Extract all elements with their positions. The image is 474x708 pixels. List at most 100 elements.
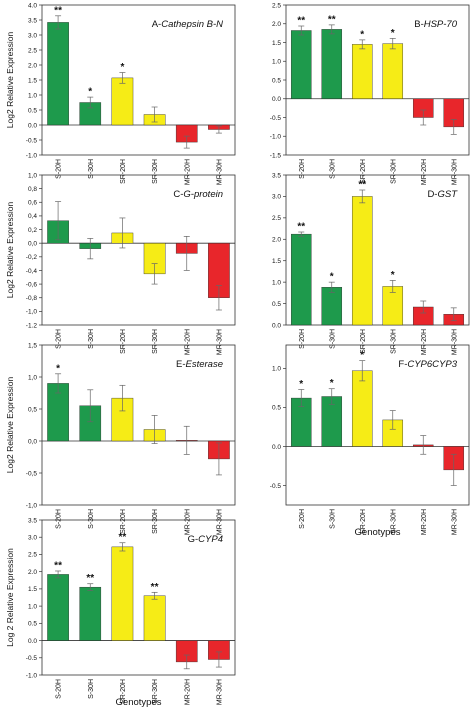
y-tick-label: 2.5 [272,2,281,9]
chart-panel-c: -1.2 -1,0 -0,8 -0,6 -0,4 -0,2 0,0 0,2 0,4 0,6 0,8 1… [26,172,236,355]
significance-marker: * [299,379,303,390]
y-tick-label: -0,2 [26,254,38,261]
significance-marker: ** [297,222,305,233]
significance-marker: * [360,350,364,361]
category-label: S-20H [299,509,306,529]
y-tick-label: 0.5 [28,107,37,114]
y-tick-label: 1.0 [272,59,281,66]
category-label: S-20H [56,509,63,529]
y-tick-label: 0.0 [272,96,281,103]
category-label: S-20H [299,329,306,349]
category-label: MR-30H [216,509,223,535]
plot-frame [41,519,236,676]
chart-panel-f: -0.5 0.0 0.5 1.0 * S-20H * S-30H * SR-20H SR-30H MR… [270,344,470,538]
category-label: SR-20H [360,509,367,534]
y-tick-label: 2.0 [28,569,37,576]
y-axis-label: Log 2 Relative Expression [5,548,15,647]
category-label: S-30H [88,679,95,699]
y-tick-label: -1.0 [26,672,38,679]
category-label: MR-20H [184,329,191,355]
panel-title-prefix: E- [176,359,186,370]
y-tick-label: 3.5 [28,17,37,24]
y-tick-label: 2.0 [28,62,37,69]
y-tick-label: 0,8 [28,186,37,193]
panel-title: E-Esterase [176,359,223,370]
y-tick-label: 2.5 [28,47,37,54]
significance-marker: ** [119,532,127,543]
panel-title-prefix: C- [173,189,183,200]
significance-marker: * [360,29,364,40]
y-tick-label: 3.0 [272,194,281,201]
y-axis-label: Log2 Relative Expression [5,202,15,299]
panel-title: B-HSP-70 [414,19,457,30]
bar-s-20h [290,233,312,326]
category-label: S-20H [56,159,63,179]
category-label: MR-30H [216,329,223,355]
y-tick-label: 3.0 [28,535,37,542]
category-label: S-30H [88,329,95,349]
category-label: MR-30H [451,509,458,535]
y-tick-label: -1,0 [26,502,38,509]
x-axis-label: Genotypes [355,527,401,538]
bar-sr-30h [143,595,166,641]
category-label: MR-30H [451,329,458,355]
panel-title-gene: Esterase [186,359,224,370]
y-tick-label: 0.0 [28,638,37,645]
chart-panel-g: -1.0 -0.5 0.0 0.5 1.0 1.5 2.0 2.5 3.0 3.5 ** S-20H *… [26,517,236,708]
chart-panel-e: -1,0 -0,5 0,0 0,5 1,0 1,5 * S-20H S-30H SR-20H SR-… [26,342,236,535]
panel-title-gene: CYP6CYP3 [407,359,457,370]
significance-marker: ** [358,180,366,191]
y-tick-label: 1.5 [28,77,37,84]
panel-title-gene: HSP-70 [424,19,458,30]
y-tick-label: 0,0 [28,240,37,247]
category-label: S-30H [88,509,95,529]
y-tick-label: 1,5 [28,342,37,349]
category-label: SR-30H [390,329,397,354]
y-tick-label: -0.5 [270,115,282,122]
bar-sr-20h [111,77,134,126]
y-axis-label: Log2 Relative Expression [5,377,15,474]
y-tick-label: 1.5 [28,586,37,593]
y-tick-label: 0.5 [272,77,281,84]
y-tick-label: 0.5 [272,405,281,412]
bar-sr-20h [351,44,373,99]
y-tick-label: -1.2 [26,322,38,329]
x-axis-label: Genotypes [116,697,162,708]
significance-marker: ** [297,16,305,27]
category-label: SR-30H [390,159,397,184]
category-label: SR-20H [120,679,127,704]
y-tick-label: 1.0 [272,279,281,286]
category-label: SR-20H [360,159,367,184]
bar-sr-30h [382,43,404,99]
y-tick-label: 2.0 [272,21,281,28]
category-label: SR-20H [120,329,127,354]
bar-s-20h [290,30,312,99]
y-tick-label: -0.5 [270,483,282,490]
bar-s-30h [79,586,102,641]
category-label: S-30H [329,159,336,179]
category-label: MR-20H [184,679,191,705]
category-label: SR-30H [152,679,159,704]
y-tick-label: 0.5 [272,301,281,308]
category-label: SR-30H [390,509,397,534]
y-tick-label: 0,5 [28,406,37,413]
y-tick-label: 1.0 [28,603,37,610]
category-label: SR-30H [152,329,159,354]
panel-title-prefix: D- [427,189,437,200]
panel-title: C-G-protein [173,189,223,200]
y-tick-label: 0.0 [272,322,281,329]
y-tick-label: 3.5 [272,172,281,179]
category-label: MR-30H [216,679,223,705]
y-tick-label: -1,0 [26,309,38,316]
category-label: S-20H [56,329,63,349]
category-label: MR-20H [421,509,428,535]
y-tick-label: 3.0 [28,32,37,39]
significance-marker: ** [54,5,62,16]
category-label: MR-30H [451,159,458,185]
panel-title-prefix: B- [414,19,424,30]
plot-frame [41,174,236,326]
panel-title-gene: G-protein [183,189,223,200]
category-label: S-20H [56,679,63,699]
category-label: MR-20H [421,329,428,355]
category-label: MR-20H [421,159,428,185]
